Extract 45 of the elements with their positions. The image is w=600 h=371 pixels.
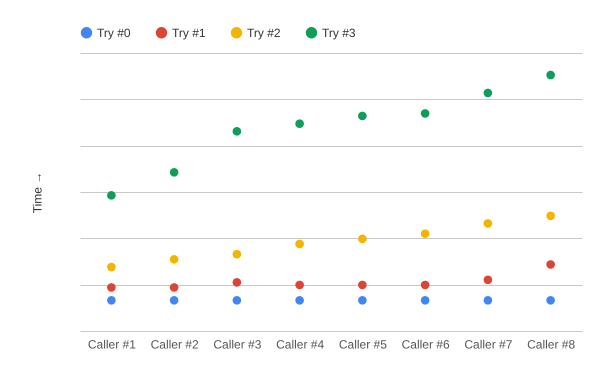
x-tick-label: Caller #5: [338, 338, 388, 352]
point: [107, 262, 116, 272]
point: [420, 229, 430, 238]
legend-label: Try #1: [172, 26, 206, 40]
point: [484, 219, 492, 228]
point: [170, 168, 178, 177]
legend-label: Try #2: [247, 26, 281, 40]
point: [420, 109, 430, 118]
x-tick-label: Caller #1: [88, 338, 136, 352]
point: [170, 296, 178, 305]
x-tick-label: Caller #3: [213, 338, 262, 352]
point: [420, 280, 430, 290]
point: [546, 211, 555, 220]
x-tick-label: Caller #6: [402, 338, 450, 352]
point: [546, 296, 555, 305]
point: [232, 250, 242, 259]
point: [232, 278, 242, 287]
x-tick-label: Caller #8: [527, 338, 576, 352]
point: [232, 127, 242, 136]
point: [358, 296, 367, 305]
point: [484, 275, 492, 284]
point: [420, 296, 430, 305]
point: [170, 255, 178, 264]
point: [295, 119, 304, 128]
point: [107, 283, 116, 292]
point: [295, 240, 304, 248]
point: [107, 296, 116, 305]
point: [484, 296, 492, 305]
x-tick-label: Caller #4: [276, 338, 324, 352]
point: [484, 88, 492, 98]
point: [358, 234, 367, 244]
point: [546, 260, 555, 269]
point: [107, 191, 116, 200]
x-tick-label: Caller #2: [150, 338, 199, 352]
point: [295, 280, 304, 290]
point: [358, 280, 367, 290]
point: [232, 296, 242, 305]
point: [358, 112, 367, 120]
point: [170, 283, 178, 292]
y-axis-title: Time →: [30, 172, 44, 214]
point: [295, 296, 304, 305]
point: [546, 70, 555, 80]
x-tick-label: Caller #7: [464, 338, 513, 352]
legend-label: Try #3: [322, 26, 356, 40]
legend-label: Try #0: [97, 26, 131, 40]
